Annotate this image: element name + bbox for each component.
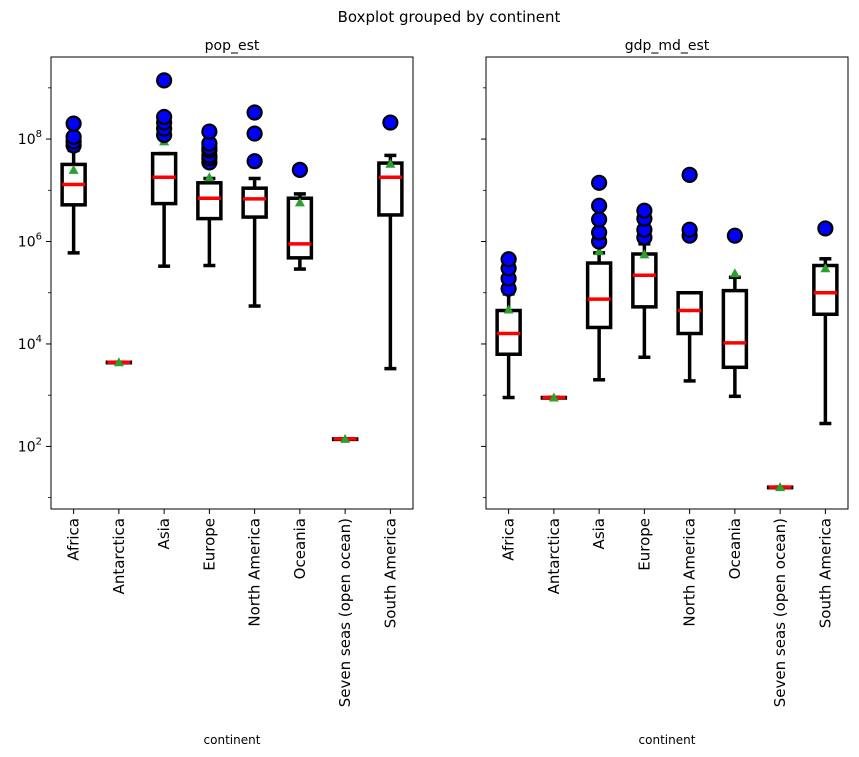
box-asia [150, 72, 178, 268]
x-tick-label: Asia [155, 518, 173, 549]
outlier-point [591, 224, 608, 241]
axes-frame [50, 56, 414, 510]
mean-marker [385, 158, 396, 168]
box-oceania [721, 227, 749, 399]
outlier-point [65, 128, 82, 146]
outlier-point [681, 166, 698, 183]
iqr-box [377, 161, 404, 217]
x-tick-label: Europe [200, 518, 218, 571]
x-axis-label: continent [204, 733, 261, 747]
mean-marker [68, 164, 79, 174]
axes-frame [485, 56, 849, 510]
outlier-point [246, 104, 263, 121]
iqr-box [631, 252, 658, 309]
subplot-pop-est: pop_est 102 104 106 108 Africa Antarctica Asia E… [18, 38, 414, 747]
outlier-point [246, 153, 263, 170]
subplot-title: pop_est [205, 38, 260, 54]
mean-marker [548, 392, 559, 402]
mean-marker [820, 263, 831, 273]
outlier-point [156, 108, 173, 126]
iqr-box [241, 186, 268, 219]
outlier-point [591, 197, 608, 214]
box-europe [631, 202, 658, 360]
iqr-box [196, 181, 223, 221]
iqr-box [721, 288, 749, 370]
box-north-america [676, 166, 703, 383]
outlier-point [726, 227, 743, 244]
outlier-point [817, 220, 834, 237]
x-tick-label: Antarctica [545, 518, 563, 594]
outlier-point [65, 115, 82, 132]
y-tick-label: 106 [18, 232, 42, 251]
iqr-box [585, 261, 613, 330]
x-tick-label: Oceania [726, 518, 744, 579]
outlier-point [681, 221, 698, 238]
x-tick-label: Europe [635, 518, 653, 571]
y-tick-label: 102 [18, 436, 42, 455]
iqr-box [286, 196, 314, 260]
mean-marker [113, 357, 124, 367]
box-seven-seas-open-ocean- [331, 433, 359, 443]
y-tick-label: 104 [18, 334, 42, 353]
mean-marker [503, 304, 514, 314]
mean-marker [639, 249, 650, 259]
x-tick-label: Oceania [291, 518, 309, 579]
x-tick-label: South America [816, 518, 834, 628]
mean-marker [294, 197, 305, 207]
box-europe [196, 123, 223, 268]
outlier-point [246, 125, 263, 142]
outlier-point [156, 72, 173, 89]
mean-marker [340, 433, 351, 443]
box-africa [60, 115, 87, 255]
mean-marker [594, 246, 605, 256]
outlier-point [500, 251, 517, 268]
outlier-point [591, 211, 608, 228]
x-tick-label: Africa [65, 518, 83, 561]
x-tick-label: North America [246, 518, 264, 627]
x-tick-label: North America [681, 518, 699, 627]
box-antarctica [105, 357, 133, 367]
iqr-box [676, 290, 703, 336]
box-south-america [377, 114, 404, 371]
x-tick-label: Antarctica [110, 518, 128, 594]
box-africa [495, 251, 522, 400]
mean-marker [204, 172, 215, 182]
x-tick-label: Seven seas (open ocean) [336, 518, 354, 707]
subplot-gdp-md-est: gdp_md_est Africa Antarctica Asia Europe Nort… [481, 38, 849, 747]
outlier-point [382, 114, 399, 131]
box-asia [585, 174, 613, 382]
mean-marker [775, 482, 786, 492]
box-north-america [241, 104, 268, 308]
x-tick-label: Seven seas (open ocean) [771, 518, 789, 707]
y-tick-label: 108 [18, 129, 42, 148]
figure-suptitle: Boxplot grouped by continent [338, 8, 561, 26]
outlier-point [291, 161, 308, 179]
box-seven-seas-open-ocean- [766, 482, 794, 492]
x-tick-label: South America [381, 518, 399, 628]
outlier-point [636, 202, 653, 219]
outlier-point [591, 174, 608, 191]
box-antarctica [540, 392, 568, 402]
x-tick-label: Africa [500, 518, 518, 561]
mean-marker [729, 268, 740, 278]
box-south-america [812, 220, 839, 426]
iqr-box [812, 263, 839, 317]
box-oceania [286, 161, 314, 271]
subplot-title: gdp_md_est [625, 38, 710, 54]
outlier-point [201, 123, 218, 140]
x-tick-label: Asia [590, 518, 608, 549]
x-axis-label: continent [639, 733, 696, 747]
